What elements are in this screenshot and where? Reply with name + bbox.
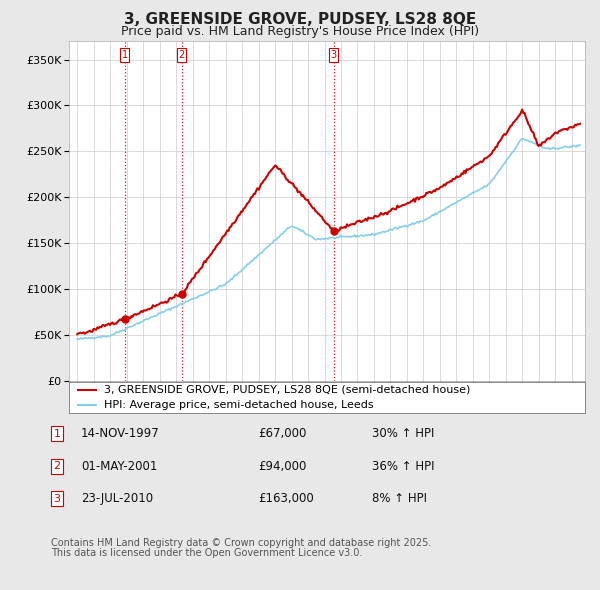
- Text: £163,000: £163,000: [258, 492, 314, 505]
- Text: 14-NOV-1997: 14-NOV-1997: [81, 427, 160, 440]
- Text: 30% ↑ HPI: 30% ↑ HPI: [372, 427, 434, 440]
- Text: 3, GREENSIDE GROVE, PUDSEY, LS28 8QE (semi-detached house): 3, GREENSIDE GROVE, PUDSEY, LS28 8QE (se…: [104, 385, 470, 395]
- Text: 36% ↑ HPI: 36% ↑ HPI: [372, 460, 434, 473]
- Text: 3: 3: [331, 50, 337, 60]
- Text: Price paid vs. HM Land Registry's House Price Index (HPI): Price paid vs. HM Land Registry's House …: [121, 25, 479, 38]
- Text: £94,000: £94,000: [258, 460, 307, 473]
- Text: 2: 2: [53, 461, 61, 471]
- Text: 1: 1: [121, 50, 128, 60]
- Text: Contains HM Land Registry data © Crown copyright and database right 2025.: Contains HM Land Registry data © Crown c…: [51, 537, 431, 548]
- Text: 8% ↑ HPI: 8% ↑ HPI: [372, 492, 427, 505]
- Text: 23-JUL-2010: 23-JUL-2010: [81, 492, 153, 505]
- Text: £67,000: £67,000: [258, 427, 307, 440]
- Text: 3, GREENSIDE GROVE, PUDSEY, LS28 8QE: 3, GREENSIDE GROVE, PUDSEY, LS28 8QE: [124, 12, 476, 27]
- Text: 1: 1: [53, 429, 61, 438]
- Text: HPI: Average price, semi-detached house, Leeds: HPI: Average price, semi-detached house,…: [104, 401, 374, 410]
- Text: 01-MAY-2001: 01-MAY-2001: [81, 460, 157, 473]
- Text: This data is licensed under the Open Government Licence v3.0.: This data is licensed under the Open Gov…: [51, 548, 362, 558]
- Text: 3: 3: [53, 494, 61, 503]
- Text: 2: 2: [178, 50, 185, 60]
